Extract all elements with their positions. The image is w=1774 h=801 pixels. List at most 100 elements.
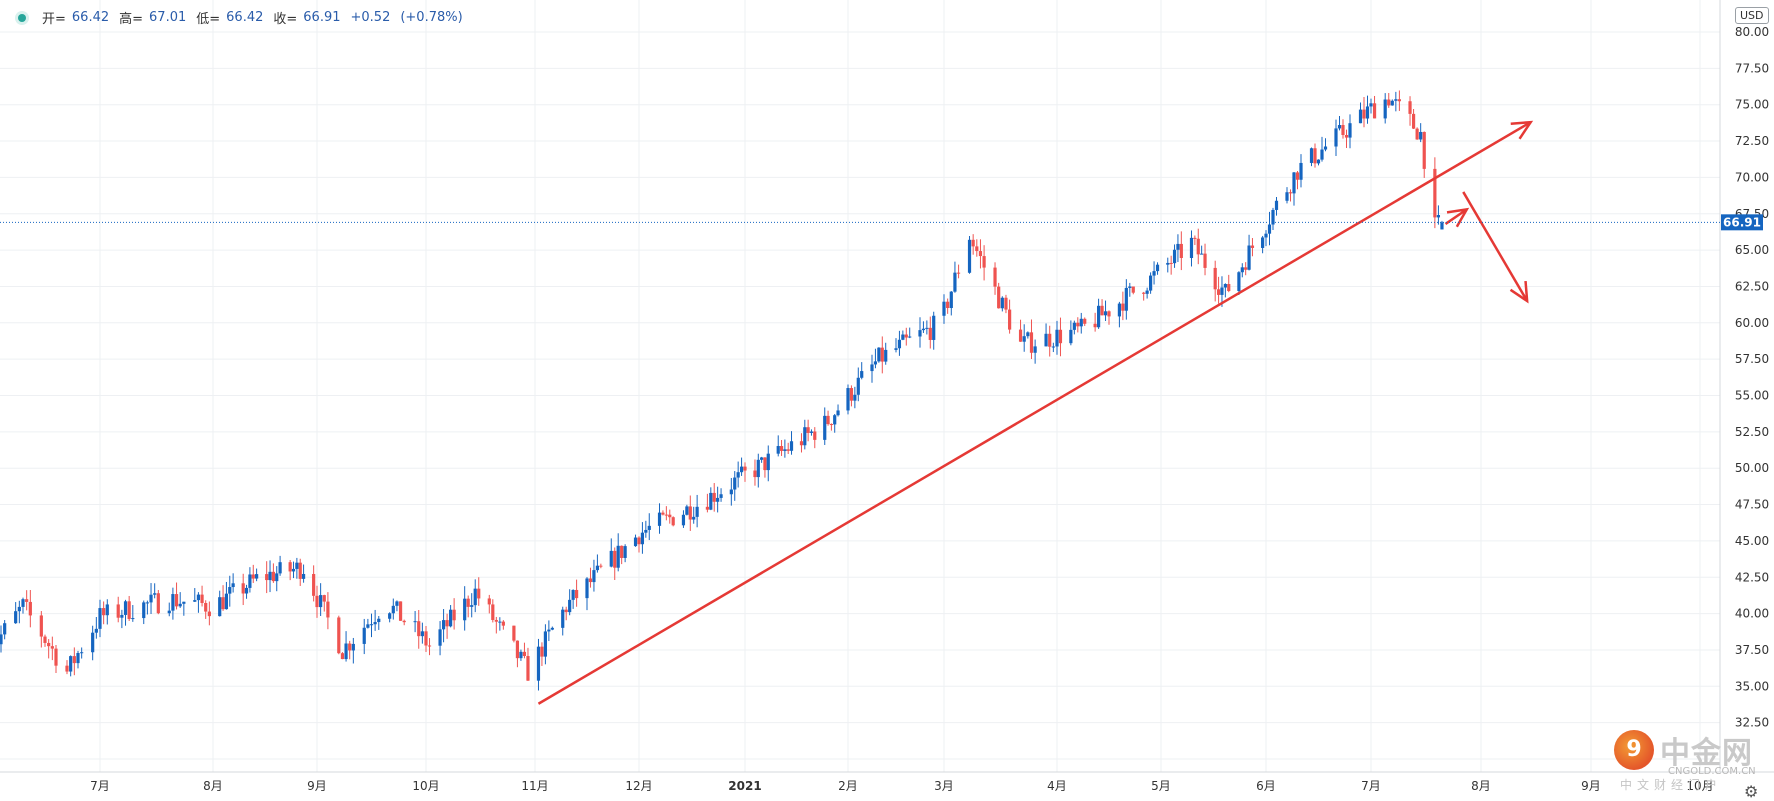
currency-badge[interactable]: USD <box>1735 7 1769 24</box>
candle <box>463 586 467 631</box>
candle <box>1250 238 1255 257</box>
candle <box>127 595 131 621</box>
candle-body <box>362 627 366 644</box>
candle-body <box>1433 168 1437 218</box>
candle-body <box>319 595 323 608</box>
candle-body <box>763 457 767 471</box>
candle <box>94 616 98 639</box>
candle <box>39 611 43 648</box>
candle <box>928 316 932 349</box>
candle <box>1274 197 1279 216</box>
candle-body <box>1055 329 1059 347</box>
candle-body <box>856 377 860 395</box>
candle-body <box>116 604 120 618</box>
price-tick-label: 55.00 <box>1735 389 1769 403</box>
high-label: 高= <box>119 12 144 27</box>
candle <box>1334 119 1338 156</box>
candle <box>487 594 491 614</box>
candle <box>1044 323 1048 347</box>
candle-body <box>860 371 864 378</box>
candle <box>413 611 417 633</box>
candle-body <box>946 301 950 309</box>
candle-body <box>685 506 689 515</box>
annotation-arrow-1 <box>1444 208 1468 225</box>
candle-body <box>1369 103 1373 107</box>
watermark: 9 中金网 <box>1614 728 1753 772</box>
candle-body <box>487 598 491 605</box>
candle-body <box>637 537 641 545</box>
candle <box>43 634 47 647</box>
candle <box>846 384 850 415</box>
candle-body <box>196 594 201 601</box>
candle <box>522 642 527 659</box>
price-tick-label: 65.00 <box>1735 243 1769 257</box>
candle <box>1203 243 1207 276</box>
candle-body <box>1004 297 1008 310</box>
candle-body <box>712 492 716 502</box>
candle-body <box>470 605 474 607</box>
candle <box>1169 255 1173 275</box>
candle-body <box>633 537 638 547</box>
candle-body <box>1076 322 1080 327</box>
time-tick-label: 12月 <box>625 779 652 793</box>
candle-body <box>291 568 296 572</box>
candle <box>599 563 603 569</box>
candle <box>942 294 946 324</box>
candle-body <box>1124 287 1128 311</box>
gear-icon[interactable]: ⚙ <box>1744 782 1759 801</box>
candle-body <box>908 336 912 338</box>
candle-body <box>571 589 575 600</box>
candle-body <box>91 632 95 653</box>
candle-body <box>438 629 442 646</box>
candle-body <box>640 532 645 545</box>
candle-body <box>733 477 737 490</box>
candle <box>766 445 770 482</box>
candle-body <box>550 627 554 630</box>
candle-body <box>786 449 790 451</box>
candle <box>763 457 767 478</box>
candle-body <box>1288 192 1293 194</box>
candle-body <box>312 573 316 596</box>
candle-body <box>402 620 406 623</box>
candle <box>470 593 474 618</box>
candle <box>1200 245 1204 255</box>
candle <box>833 414 837 433</box>
candle <box>50 636 54 661</box>
candle <box>776 435 780 457</box>
time-tick-label: 7月 <box>90 779 110 793</box>
candle <box>1000 296 1004 312</box>
trendline <box>537 121 1532 705</box>
price-tick-label: 75.00 <box>1735 98 1769 112</box>
candle <box>975 239 979 257</box>
candle <box>873 348 878 369</box>
candle <box>326 592 330 630</box>
candle-body <box>204 602 208 612</box>
candle-body <box>145 602 149 604</box>
candle-body <box>251 574 255 579</box>
time-tick-label: 9月 <box>1581 779 1601 793</box>
change-value: +0.52 <box>350 10 391 25</box>
candle <box>681 510 686 528</box>
candle <box>218 590 222 617</box>
candle <box>1055 320 1059 355</box>
candle <box>298 558 302 586</box>
arrow-head <box>1509 280 1529 304</box>
candle <box>1213 260 1217 302</box>
candle <box>1048 325 1052 357</box>
candle-body <box>1121 303 1125 311</box>
price-tick-label: 62.50 <box>1735 279 1769 293</box>
candle-body <box>1397 99 1401 102</box>
candle <box>1422 131 1426 178</box>
candle-body <box>427 645 432 647</box>
candle-body <box>1274 200 1279 210</box>
candle <box>196 592 201 613</box>
candle-body <box>171 594 175 611</box>
candle <box>592 559 596 592</box>
candle-body <box>193 600 197 602</box>
candle <box>613 547 617 581</box>
candle-body <box>1337 125 1342 129</box>
candle <box>588 567 593 588</box>
candle-body <box>519 651 523 659</box>
